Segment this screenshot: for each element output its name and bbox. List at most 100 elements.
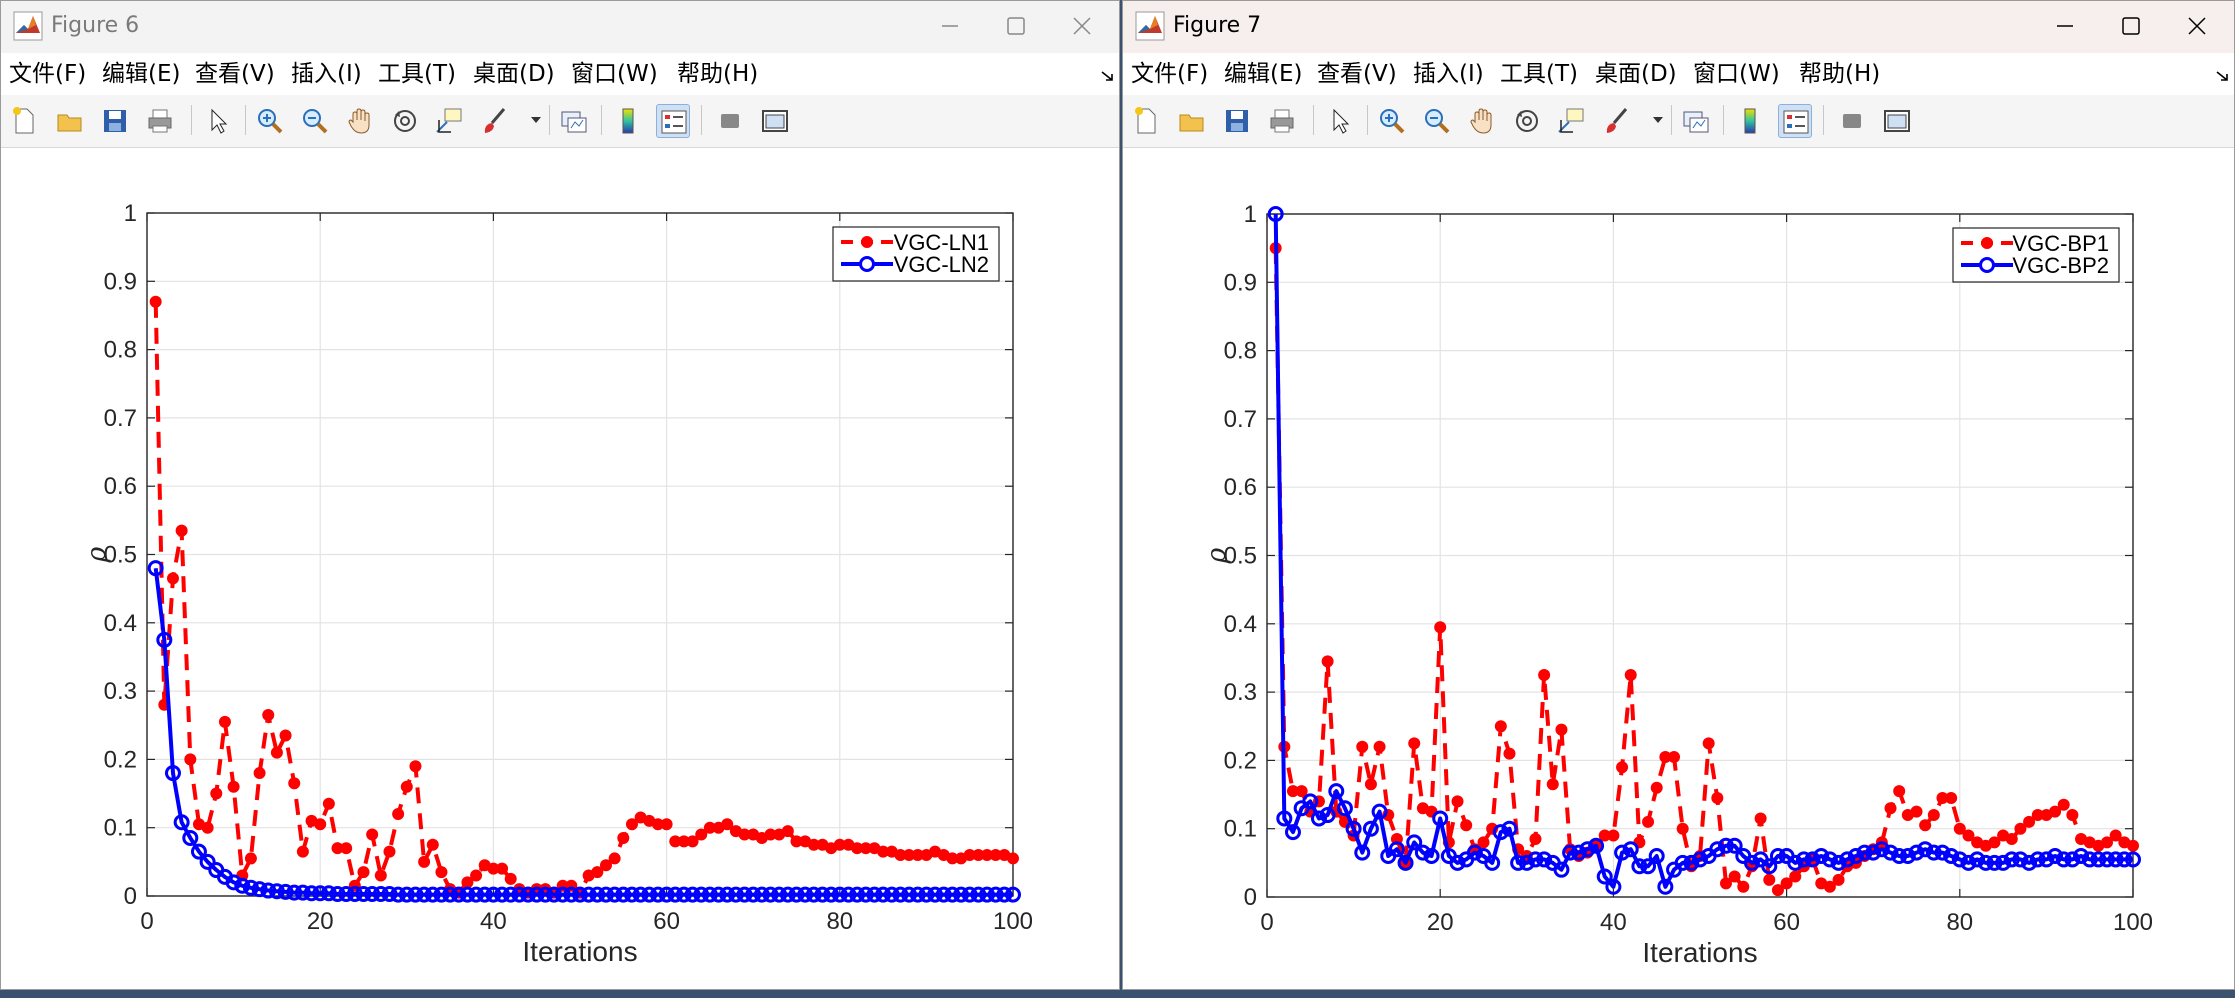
menu-view[interactable]: 查看(V) (1317, 61, 1397, 87)
menu-edit[interactable]: 编辑(E) (1224, 61, 1303, 87)
data-point (883, 886, 900, 903)
save-button[interactable] (98, 104, 132, 138)
data-cursor-button[interactable] (1555, 104, 1589, 138)
menu-window[interactable]: 窗口(W) (1693, 61, 1780, 87)
data-cursor-button[interactable] (433, 104, 467, 138)
data-point (372, 885, 389, 902)
new-figure-button[interactable] (7, 104, 41, 138)
minimize-button[interactable] (2032, 1, 2098, 51)
data-point (234, 877, 251, 894)
new-figure-button[interactable] (1129, 104, 1163, 138)
save-button[interactable] (1220, 104, 1254, 138)
close-button[interactable] (2164, 1, 2230, 51)
maximize-button[interactable] (983, 1, 1049, 51)
menu-window[interactable]: 窗口(W) (571, 61, 658, 87)
data-point (1492, 824, 1509, 841)
toolbar-separator (1823, 105, 1824, 135)
insert-colorbar-button[interactable] (611, 104, 645, 138)
open-file-button[interactable] (53, 104, 87, 138)
y-tick-label: 0.5 (104, 542, 137, 569)
zoom-in-button[interactable] (1375, 104, 1409, 138)
data-point (580, 886, 597, 903)
brush-button[interactable] (478, 104, 512, 138)
print-button[interactable] (1265, 104, 1299, 138)
data-point (502, 886, 519, 903)
open-file-button[interactable] (1175, 104, 1209, 138)
data-point (1310, 810, 1327, 827)
show-plot-tools-button[interactable] (758, 104, 792, 138)
rotate-3d-button[interactable] (388, 104, 422, 138)
legend-icon (1783, 110, 1809, 134)
data-point (190, 843, 207, 860)
zoom-in-button[interactable] (253, 104, 287, 138)
line-chart[interactable]: 0 0.1 0.2 0.3 0.4 0.5 0.6 0.7 0.8 0.9 1 0 20 40 60 80 10… (1, 148, 1119, 990)
close-button[interactable] (1049, 1, 1115, 51)
maximize-button[interactable] (2098, 1, 2164, 51)
data-point (1538, 669, 1551, 682)
data-point (227, 780, 240, 793)
hide-plot-tools-button[interactable] (713, 104, 747, 138)
insert-colorbar-button[interactable] (1733, 104, 1767, 138)
title-bar[interactable]: Figure 6 (1, 1, 1119, 53)
hide-plot-tools-button[interactable] (1835, 104, 1869, 138)
menu-edit[interactable]: 编辑(E) (102, 61, 181, 87)
menu-insert[interactable]: 插入(I) (1413, 61, 1484, 87)
data-point (1925, 844, 1942, 861)
pan-button[interactable] (343, 104, 377, 138)
menu-desktop[interactable]: 桌面(D) (473, 61, 555, 87)
data-point (1728, 870, 1741, 883)
menu-tools[interactable]: 工具(T) (1500, 61, 1578, 87)
dock-arrow-icon[interactable] (2216, 69, 2230, 83)
print-icon (1270, 109, 1294, 133)
print-button[interactable] (143, 104, 177, 138)
data-point (807, 838, 820, 851)
zoom-out-button[interactable] (298, 104, 332, 138)
data-point (911, 849, 924, 862)
data-point (1873, 841, 1890, 858)
menu-help[interactable]: 帮助(H) (677, 61, 759, 87)
menu-tools[interactable]: 工具(T) (378, 61, 456, 87)
data-point (546, 886, 563, 903)
edit-plot-button[interactable] (201, 104, 235, 138)
line-chart[interactable]: 0 0.1 0.2 0.3 0.4 0.5 0.6 0.7 0.8 0.9 1 0 20 40 60 80 10… (1123, 148, 2234, 990)
brush-dropdown-icon[interactable] (531, 117, 541, 125)
menu-help[interactable]: 帮助(H) (1799, 61, 1881, 87)
data-point (563, 886, 580, 903)
zoom-out-button[interactable] (1420, 104, 1454, 138)
title-bar[interactable]: Figure 7 (1123, 1, 2234, 53)
link-plot-button[interactable] (557, 104, 591, 138)
link-plot-button[interactable] (1679, 104, 1713, 138)
data-point (1743, 854, 1760, 871)
menu-file[interactable]: 文件(F) (1131, 61, 1209, 87)
x-tick-label: 20 (1427, 909, 1454, 936)
brush-button[interactable] (1600, 104, 1634, 138)
data-point (1676, 822, 1689, 835)
menu-file[interactable]: 文件(F) (9, 61, 87, 87)
series-line (153, 567, 1013, 897)
insert-legend-button[interactable] (656, 104, 690, 138)
minimize-button[interactable] (917, 1, 983, 51)
data-point (989, 849, 1002, 862)
data-point (374, 869, 387, 882)
menu-desktop[interactable]: 桌面(D) (1595, 61, 1677, 87)
data-point (435, 866, 448, 879)
show-plot-tools-button[interactable] (1880, 104, 1914, 138)
insert-legend-button[interactable] (1778, 104, 1812, 138)
brush-dropdown-icon[interactable] (1653, 117, 1663, 125)
y-tick-label: 0.3 (1224, 679, 1257, 706)
data-point (303, 885, 320, 902)
menu-view[interactable]: 查看(V) (195, 61, 275, 87)
data-point (2127, 839, 2139, 852)
edit-plot-button[interactable] (1323, 104, 1357, 138)
dock-arrow-icon[interactable] (1101, 69, 1115, 83)
data-point (2107, 851, 2124, 868)
data-point (322, 797, 335, 810)
rotate-3d-button[interactable] (1510, 104, 1544, 138)
pan-button[interactable] (1465, 104, 1499, 138)
menu-insert[interactable]: 插入(I) (291, 61, 362, 87)
y-axis-label: ρ (82, 546, 112, 563)
data-point (2021, 854, 2038, 871)
data-point (173, 814, 190, 831)
data-point (1596, 868, 1613, 885)
pointer-arrow-icon (211, 108, 228, 134)
